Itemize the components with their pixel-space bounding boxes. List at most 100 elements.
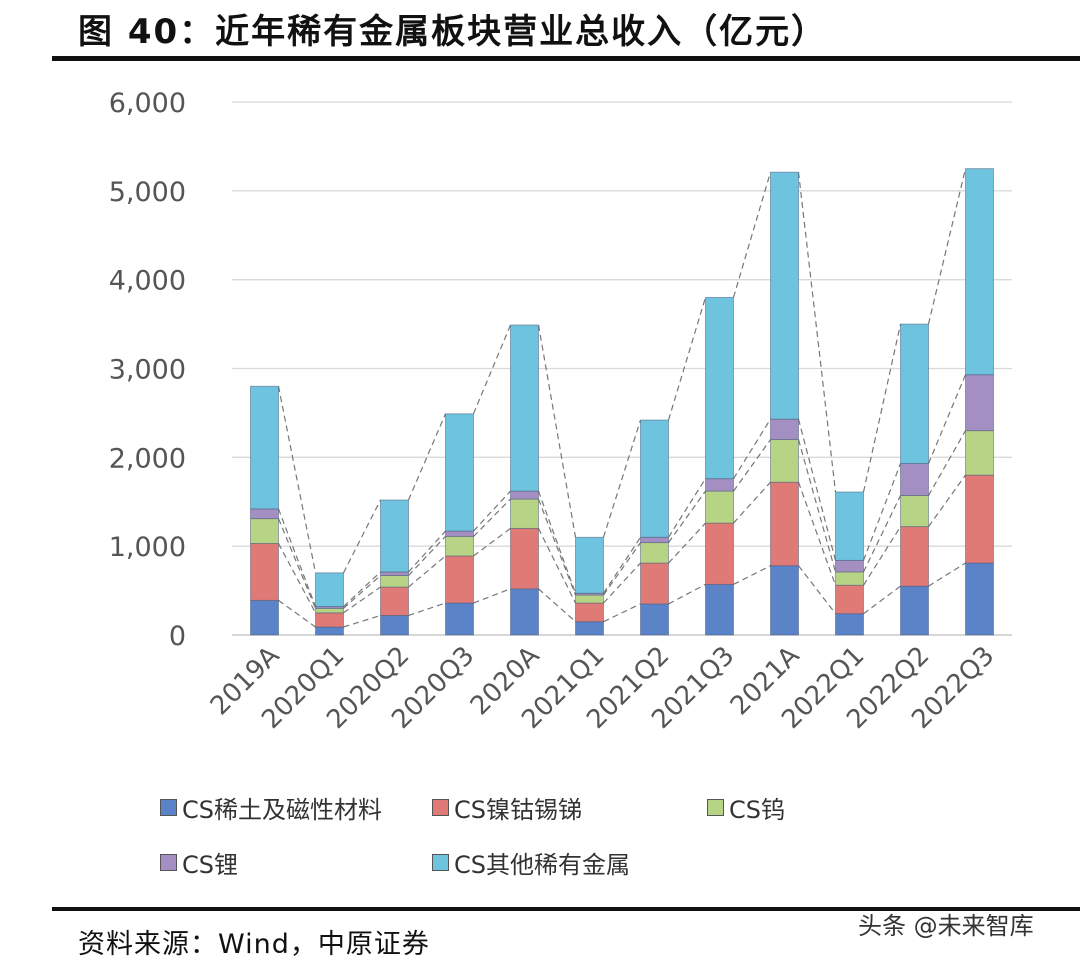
bar-segment — [315, 626, 344, 636]
bar-segment — [705, 522, 734, 585]
series-connector-line — [408, 602, 446, 617]
legend-label: CS镍钴锡锑 — [454, 796, 582, 824]
legend-label: CS其他稀有金属 — [454, 851, 630, 879]
legend-item: CS钨 — [707, 790, 785, 825]
series-connector-line — [797, 482, 837, 586]
source-note: 资料来源：Wind，中原证券 — [78, 929, 430, 960]
bar-segment — [250, 518, 279, 544]
bar-segment — [315, 572, 344, 608]
bar-segment — [640, 542, 669, 564]
bar-segment — [770, 481, 799, 567]
series-connector-line — [733, 439, 771, 492]
y-tick-label: 5,000 — [109, 177, 186, 208]
chart-title: 图 40：近年稀有金属板块营业总收入（亿元） — [78, 12, 828, 52]
bar-segment — [835, 491, 864, 561]
bar-segment — [770, 439, 799, 483]
y-tick-label: 3,000 — [109, 355, 186, 386]
series-connector-line — [537, 498, 577, 596]
bar-segment — [445, 530, 474, 537]
series-connector-line — [278, 599, 316, 628]
y-tick-label: 0 — [169, 621, 186, 652]
bar-segment — [510, 490, 539, 500]
bar-segment — [575, 602, 604, 623]
bar-segment — [705, 490, 734, 524]
legend-swatch — [432, 799, 449, 816]
bar-segment — [250, 543, 279, 601]
series-connector-line — [797, 439, 837, 573]
series-connector-line — [473, 498, 511, 537]
legend-item: CS稀土及磁性材料 — [160, 790, 382, 825]
bar-segment — [380, 575, 409, 588]
bar-segment — [770, 565, 799, 636]
series-connector-line — [277, 508, 317, 607]
bar-segment — [965, 374, 994, 432]
legend-item: CS其他稀有金属 — [432, 845, 630, 880]
series-connector-line — [668, 583, 706, 605]
series-connector-line — [668, 522, 706, 564]
bar-segment — [835, 571, 864, 586]
series-connector-line — [343, 571, 381, 608]
bar-segment — [380, 615, 409, 636]
bar-segment — [965, 168, 994, 376]
bar-segment — [770, 418, 799, 441]
series-connector-line — [603, 603, 641, 623]
series-connector-line — [343, 614, 381, 628]
stacked-bar-chart: 01,0002,0003,0004,0005,0006,0002019A2020… — [109, 88, 1012, 735]
series-connector-line — [928, 474, 966, 527]
series-connector-line — [343, 586, 381, 614]
legend-item: CS锂 — [160, 845, 238, 880]
bar-segment — [900, 585, 929, 636]
series-connector-line — [408, 555, 446, 588]
series-connector-line — [472, 324, 512, 415]
series-connector-line — [862, 526, 902, 586]
series-connector-line — [408, 530, 446, 573]
bar-segment — [900, 495, 929, 528]
bar-segment — [835, 559, 864, 573]
bar-segment — [445, 555, 474, 604]
bottom-divider — [52, 907, 1080, 911]
bar-segment — [770, 171, 799, 420]
bar-segment — [315, 607, 344, 614]
bar-segment — [510, 527, 539, 590]
bar-segment — [250, 508, 279, 520]
series-connector-line — [862, 463, 902, 561]
series-connector-line — [603, 562, 641, 604]
bar-segment — [380, 571, 409, 576]
series-connector-line — [538, 588, 576, 623]
legend-label: CS钨 — [729, 796, 785, 824]
series-connector-line — [732, 418, 772, 479]
series-connector-line — [277, 386, 317, 573]
bar-segment — [250, 385, 279, 510]
bar-segment — [575, 621, 604, 636]
series-connector-line — [537, 324, 577, 538]
legend-swatch — [707, 799, 724, 816]
series-connector-line — [798, 565, 836, 615]
watermark: 头条 @未来智库 — [858, 912, 1034, 940]
series-connector-line — [473, 527, 511, 557]
series-connector-line — [927, 374, 967, 464]
bar-segment — [900, 526, 929, 587]
series-connector-line — [863, 585, 901, 615]
bar-segment — [445, 535, 474, 557]
series-connector-line — [928, 562, 966, 587]
bar-segment — [640, 603, 669, 636]
series-connector-line — [408, 535, 446, 576]
bar-segment — [445, 602, 474, 636]
y-tick-label: 2,000 — [109, 443, 186, 474]
bar-segment — [510, 588, 539, 636]
bar-segment — [900, 463, 929, 496]
top-divider — [52, 56, 1080, 61]
series-connector-line — [862, 495, 902, 573]
legend-label: CS锂 — [182, 851, 238, 879]
legend-swatch — [160, 799, 177, 816]
series-connector-line — [473, 490, 511, 532]
series-connector-line — [667, 297, 707, 421]
bar-segment — [640, 419, 669, 538]
y-tick-label: 1,000 — [109, 532, 186, 563]
bar-segment — [705, 583, 734, 636]
legend-item: CS镍钴锡锑 — [432, 790, 582, 825]
bar-segment — [575, 594, 604, 604]
bar-segment — [705, 478, 734, 492]
series-connector-line — [537, 528, 577, 604]
series-connector-line — [797, 418, 837, 561]
